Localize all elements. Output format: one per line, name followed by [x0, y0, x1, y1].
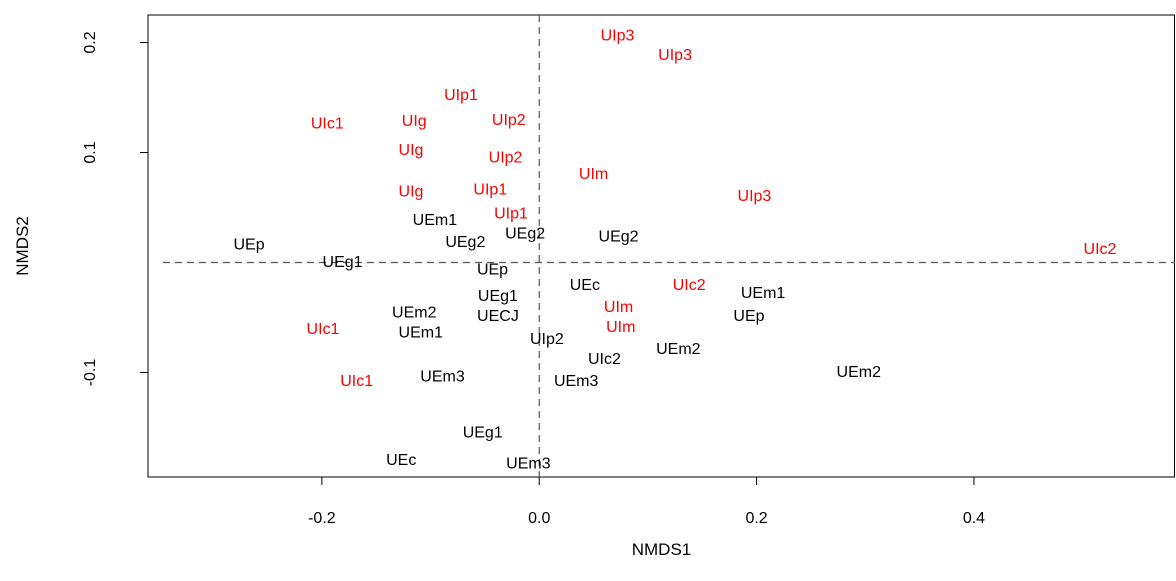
point-label: UIp1 [473, 181, 507, 198]
x-tick-label: -0.2 [308, 510, 336, 527]
point-label: UEg2 [599, 229, 639, 246]
point-label: UIm [606, 319, 635, 336]
point-label: UEc [386, 452, 416, 469]
point-label: UIp3 [658, 47, 692, 64]
point-label: UEg1 [478, 288, 518, 305]
point-label: UIg [402, 113, 427, 130]
y-tick-label: 0.1 [82, 141, 99, 163]
point-label: UEg1 [323, 254, 363, 271]
x-tick-label: 0.2 [745, 510, 767, 527]
x-axis-label: NMDS1 [632, 540, 692, 559]
point-label: UIp3 [738, 188, 772, 205]
point-label: UIp1 [444, 87, 478, 104]
y-tick-label: -0.1 [82, 359, 99, 387]
point-label: UEg1 [463, 425, 503, 442]
point-label: UECJ [477, 308, 519, 325]
point-label: UIp2 [530, 331, 564, 348]
point-label: UEp [477, 262, 508, 279]
point-label: UEm1 [741, 285, 786, 302]
x-axis: -0.2 0.0 0.2 0.4 [308, 477, 985, 527]
point-label: UEp [733, 308, 764, 325]
point-label: UIg [399, 142, 424, 159]
point-label: UIm [604, 299, 633, 316]
point-label: UEm1 [413, 212, 458, 229]
point-label: UEc [570, 277, 600, 294]
point-label: UIp3 [601, 27, 635, 44]
point-label: UEm2 [392, 305, 437, 322]
point-label: UIc2 [673, 277, 706, 294]
y-tick-label: 0.2 [82, 31, 99, 53]
point-label: UEm1 [399, 324, 444, 341]
point-label: UEm3 [420, 368, 465, 385]
plot-frame [147, 14, 1175, 478]
point-label: UEg2 [505, 225, 545, 242]
y-axis-label: NMDS2 [13, 216, 32, 276]
point-label: UEp [234, 236, 265, 253]
point-label: UIp1 [494, 206, 528, 223]
point-label: UIc1 [311, 115, 344, 132]
point-label: UEg2 [445, 234, 485, 251]
point-label: UEm3 [554, 373, 599, 390]
point-label: UEm3 [506, 455, 551, 472]
x-tick-label: 0.0 [528, 510, 550, 527]
point-label: UIp2 [489, 150, 523, 167]
point-label: UIc2 [1084, 241, 1117, 258]
point-label: UIp2 [492, 112, 526, 129]
point-labels: UIp3 UIp3 UIp1 UIc1 UIg UIp2 UIg UIp2 UIm UIg UIp1… [234, 27, 1117, 472]
point-label: UIm [579, 166, 608, 183]
point-label: UIc1 [340, 373, 373, 390]
point-label: UEm2 [656, 341, 701, 358]
point-label: UIc2 [588, 351, 621, 368]
x-tick-label: 0.4 [963, 510, 985, 527]
point-label: UIg [399, 184, 424, 201]
point-label: UIc1 [307, 321, 340, 338]
y-axis: -0.1 0.1 0.2 [82, 31, 148, 386]
point-label: UEm2 [837, 364, 882, 381]
